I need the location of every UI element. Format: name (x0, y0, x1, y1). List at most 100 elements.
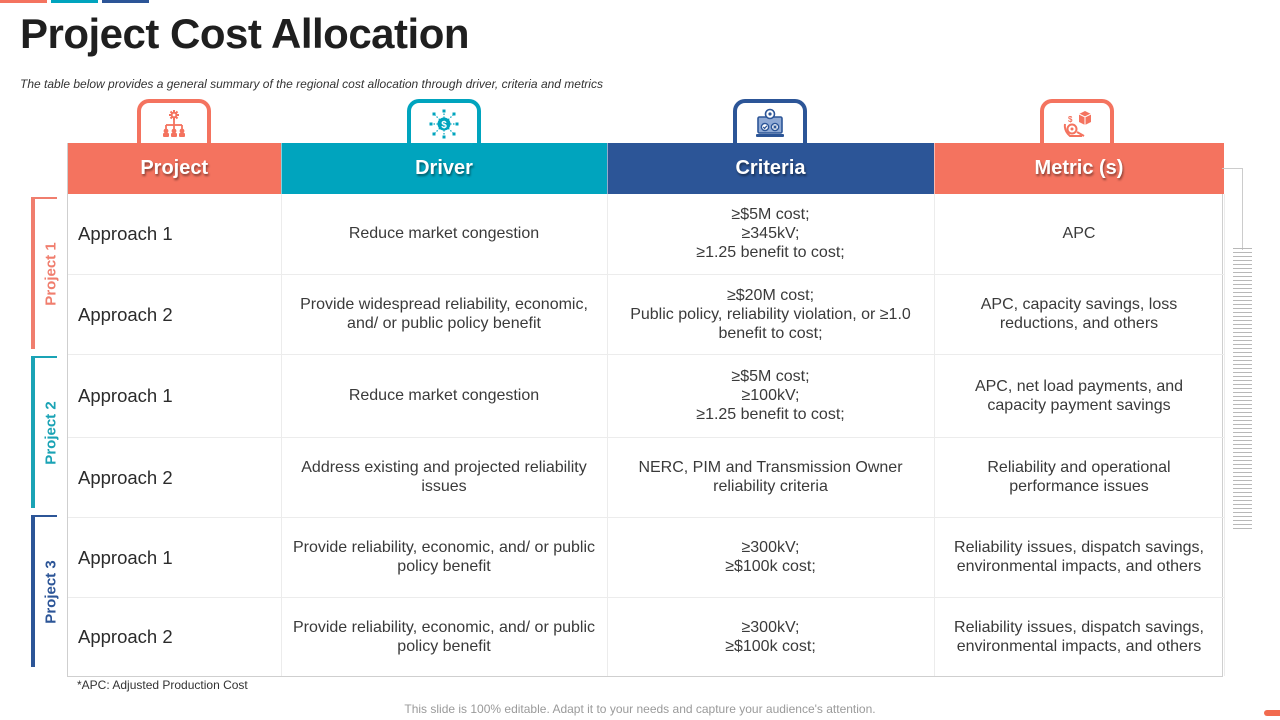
driver-cell: Address existing and projected reliabili… (281, 437, 608, 518)
criteria-text: ≥300kV; (741, 618, 800, 636)
decorative-line (1222, 168, 1243, 169)
column-header-project: Project (68, 143, 282, 194)
criteria-text: ≥$20M cost; (726, 286, 815, 304)
criteria-cell: ≥300kV; ≥$100k cost; (607, 517, 935, 598)
driver-cell: Provide reliability, economic, and/ or p… (281, 597, 608, 676)
svg-text:$: $ (441, 120, 447, 131)
metric-cell: Reliability issues, dispatch savings, env… (934, 597, 1225, 676)
criteria-cell: NERC, PIM and Transmission Owner reliabil… (607, 437, 935, 518)
metric-text: APC (1062, 225, 1096, 243)
driver-cell: Provide reliability, economic, and/ or p… (281, 517, 608, 598)
criteria-cell: ≥300kV; ≥$100k cost; (607, 597, 935, 676)
project-2-label: Project 2 (42, 401, 60, 465)
table-row: Approach 1 Provide reliability, economic… (68, 517, 1225, 598)
criteria-cell: ≥$20M cost; Public policy, reliability vi… (607, 274, 935, 355)
criteria-text: ≥1.25 benefit to cost; (696, 244, 845, 262)
laptop-gear-check-icon (756, 108, 784, 137)
decorative-hatch (1233, 248, 1252, 532)
svg-text:$: $ (1068, 115, 1073, 124)
table-header-row: Project Driver Criteria Metric (s) (68, 143, 1225, 194)
criteria-text: ≥300kV; (741, 539, 800, 556)
metric-text: Reliability and operational (987, 459, 1171, 476)
criteria-icon-tab (733, 99, 807, 145)
table-row: Approach 1 Reduce market congestion ≥$5M… (68, 354, 1225, 438)
page-subtitle: The table below provides a general summa… (20, 77, 603, 91)
criteria-cell: ≥$5M cost; ≥100kV; ≥1.25 benefit to cost; (607, 354, 935, 438)
table-row: Approach 2 Provide reliability, economic… (68, 597, 1225, 676)
criteria-text: ≥345kV; (741, 225, 800, 243)
project-cell: Approach 2 (68, 597, 282, 676)
project-cell: Approach 2 (68, 437, 282, 518)
table-row: Approach 2 Address existing and projecte… (68, 437, 1225, 518)
driver-text: Provide widespread reliability, economic… (300, 296, 588, 313)
column-header-metric: Metric (s) (934, 143, 1225, 194)
driver-text: Provide reliability, economic, and/ or p… (292, 539, 596, 556)
driver-text: and/ or public policy benefit (347, 315, 541, 332)
driver-text: policy benefit (397, 558, 491, 575)
driver-cell: Reduce market congestion (281, 194, 608, 275)
criteria-text: NERC, PIM and Transmission Owner (638, 459, 903, 476)
driver-cell: Provide widespread reliability, economic… (281, 274, 608, 355)
metric-cell: APC, net load payments, and capacity paym… (934, 354, 1225, 438)
color-bar-teal (51, 0, 98, 3)
criteria-text: reliability criteria (713, 478, 828, 495)
footnote: *APC: Adjusted Production Cost (77, 678, 248, 692)
driver-text: Provide reliability, economic, and/ or p… (292, 618, 596, 636)
cost-allocation-table: Project Driver Criteria Metric (s) Appro… (67, 143, 1225, 677)
metric-text: APC, net load payments, and (974, 377, 1184, 395)
project-2-bracket: Project 2 (31, 356, 60, 508)
top-color-bars (0, 0, 149, 3)
project-cell: Approach 1 (68, 194, 282, 275)
network-dollar-icon: $ (429, 109, 459, 139)
metric-icon-tab: $ (1040, 99, 1114, 145)
decorative-line (1242, 168, 1243, 250)
project-1-bracket: Project 1 (31, 197, 60, 349)
project-cell: Approach 1 (68, 517, 282, 598)
color-bar-coral (0, 0, 47, 3)
driver-cell: Reduce market congestion (281, 354, 608, 438)
project-3-bracket: Project 3 (31, 515, 60, 667)
metric-text: Reliability issues, dispatch savings, (954, 539, 1204, 556)
column-header-criteria: Criteria (607, 143, 935, 194)
metric-text: capacity payment savings (987, 396, 1171, 414)
criteria-text: ≥$100k cost; (725, 558, 816, 575)
metric-cell: Reliability issues, dispatch savings, env… (934, 517, 1225, 598)
driver-text: issues (421, 478, 467, 495)
metric-text: Reliability issues, dispatch savings, (954, 618, 1204, 636)
page-title: Project Cost Allocation (20, 10, 470, 57)
metric-text: environmental impacts, and others (956, 558, 1202, 575)
criteria-text: ≥1.25 benefit to cost; (696, 406, 845, 423)
criteria-text: benefit to cost; (718, 324, 823, 342)
metric-text: reductions, and others (999, 315, 1159, 332)
color-bar-navy (102, 0, 149, 3)
table-row: Approach 1 Reduce market congestion ≥$5M… (68, 194, 1225, 275)
criteria-cell: ≥$5M cost; ≥345kV; ≥1.25 benefit to cost; (607, 194, 935, 275)
driver-text: policy benefit (397, 637, 491, 655)
decorative-pill (1264, 710, 1280, 716)
project-1-label: Project 1 (42, 242, 60, 306)
column-header-driver: Driver (281, 143, 608, 194)
project-cell: Approach 1 (68, 354, 282, 438)
criteria-text: ≥$5M cost; (731, 206, 810, 224)
metric-cell: APC (934, 194, 1225, 275)
project-icon-tab (137, 99, 211, 145)
criteria-text: ≥$5M cost; (731, 368, 810, 385)
driver-icon-tab: $ (407, 99, 481, 145)
criteria-text: ≥100kV; (741, 387, 800, 404)
driver-text: Reduce market congestion (348, 387, 540, 404)
metric-text: environmental impacts, and others (956, 637, 1202, 655)
editable-note: This slide is 100% editable. Adapt it to… (404, 702, 876, 716)
metric-text: performance issues (1009, 478, 1149, 495)
project-cell: Approach 2 (68, 274, 282, 355)
driver-text: Reduce market congestion (348, 225, 540, 243)
metric-text: APC, capacity savings, loss (980, 296, 1178, 313)
table-row: Approach 2 Provide widespread reliabilit… (68, 274, 1225, 355)
criteria-text: Public policy, reliability violation, or… (630, 305, 911, 323)
org-hierarchy-gear-icon (163, 110, 185, 137)
criteria-text: ≥$100k cost; (725, 637, 816, 655)
project-3-label: Project 3 (42, 560, 60, 624)
metric-cell: APC, capacity savings, loss reductions, a… (934, 274, 1225, 355)
cost-box-hand-icon: $ (1063, 111, 1092, 137)
driver-text: Address existing and projected reliabili… (301, 459, 587, 476)
metric-cell: Reliability and operational performance i… (934, 437, 1225, 518)
